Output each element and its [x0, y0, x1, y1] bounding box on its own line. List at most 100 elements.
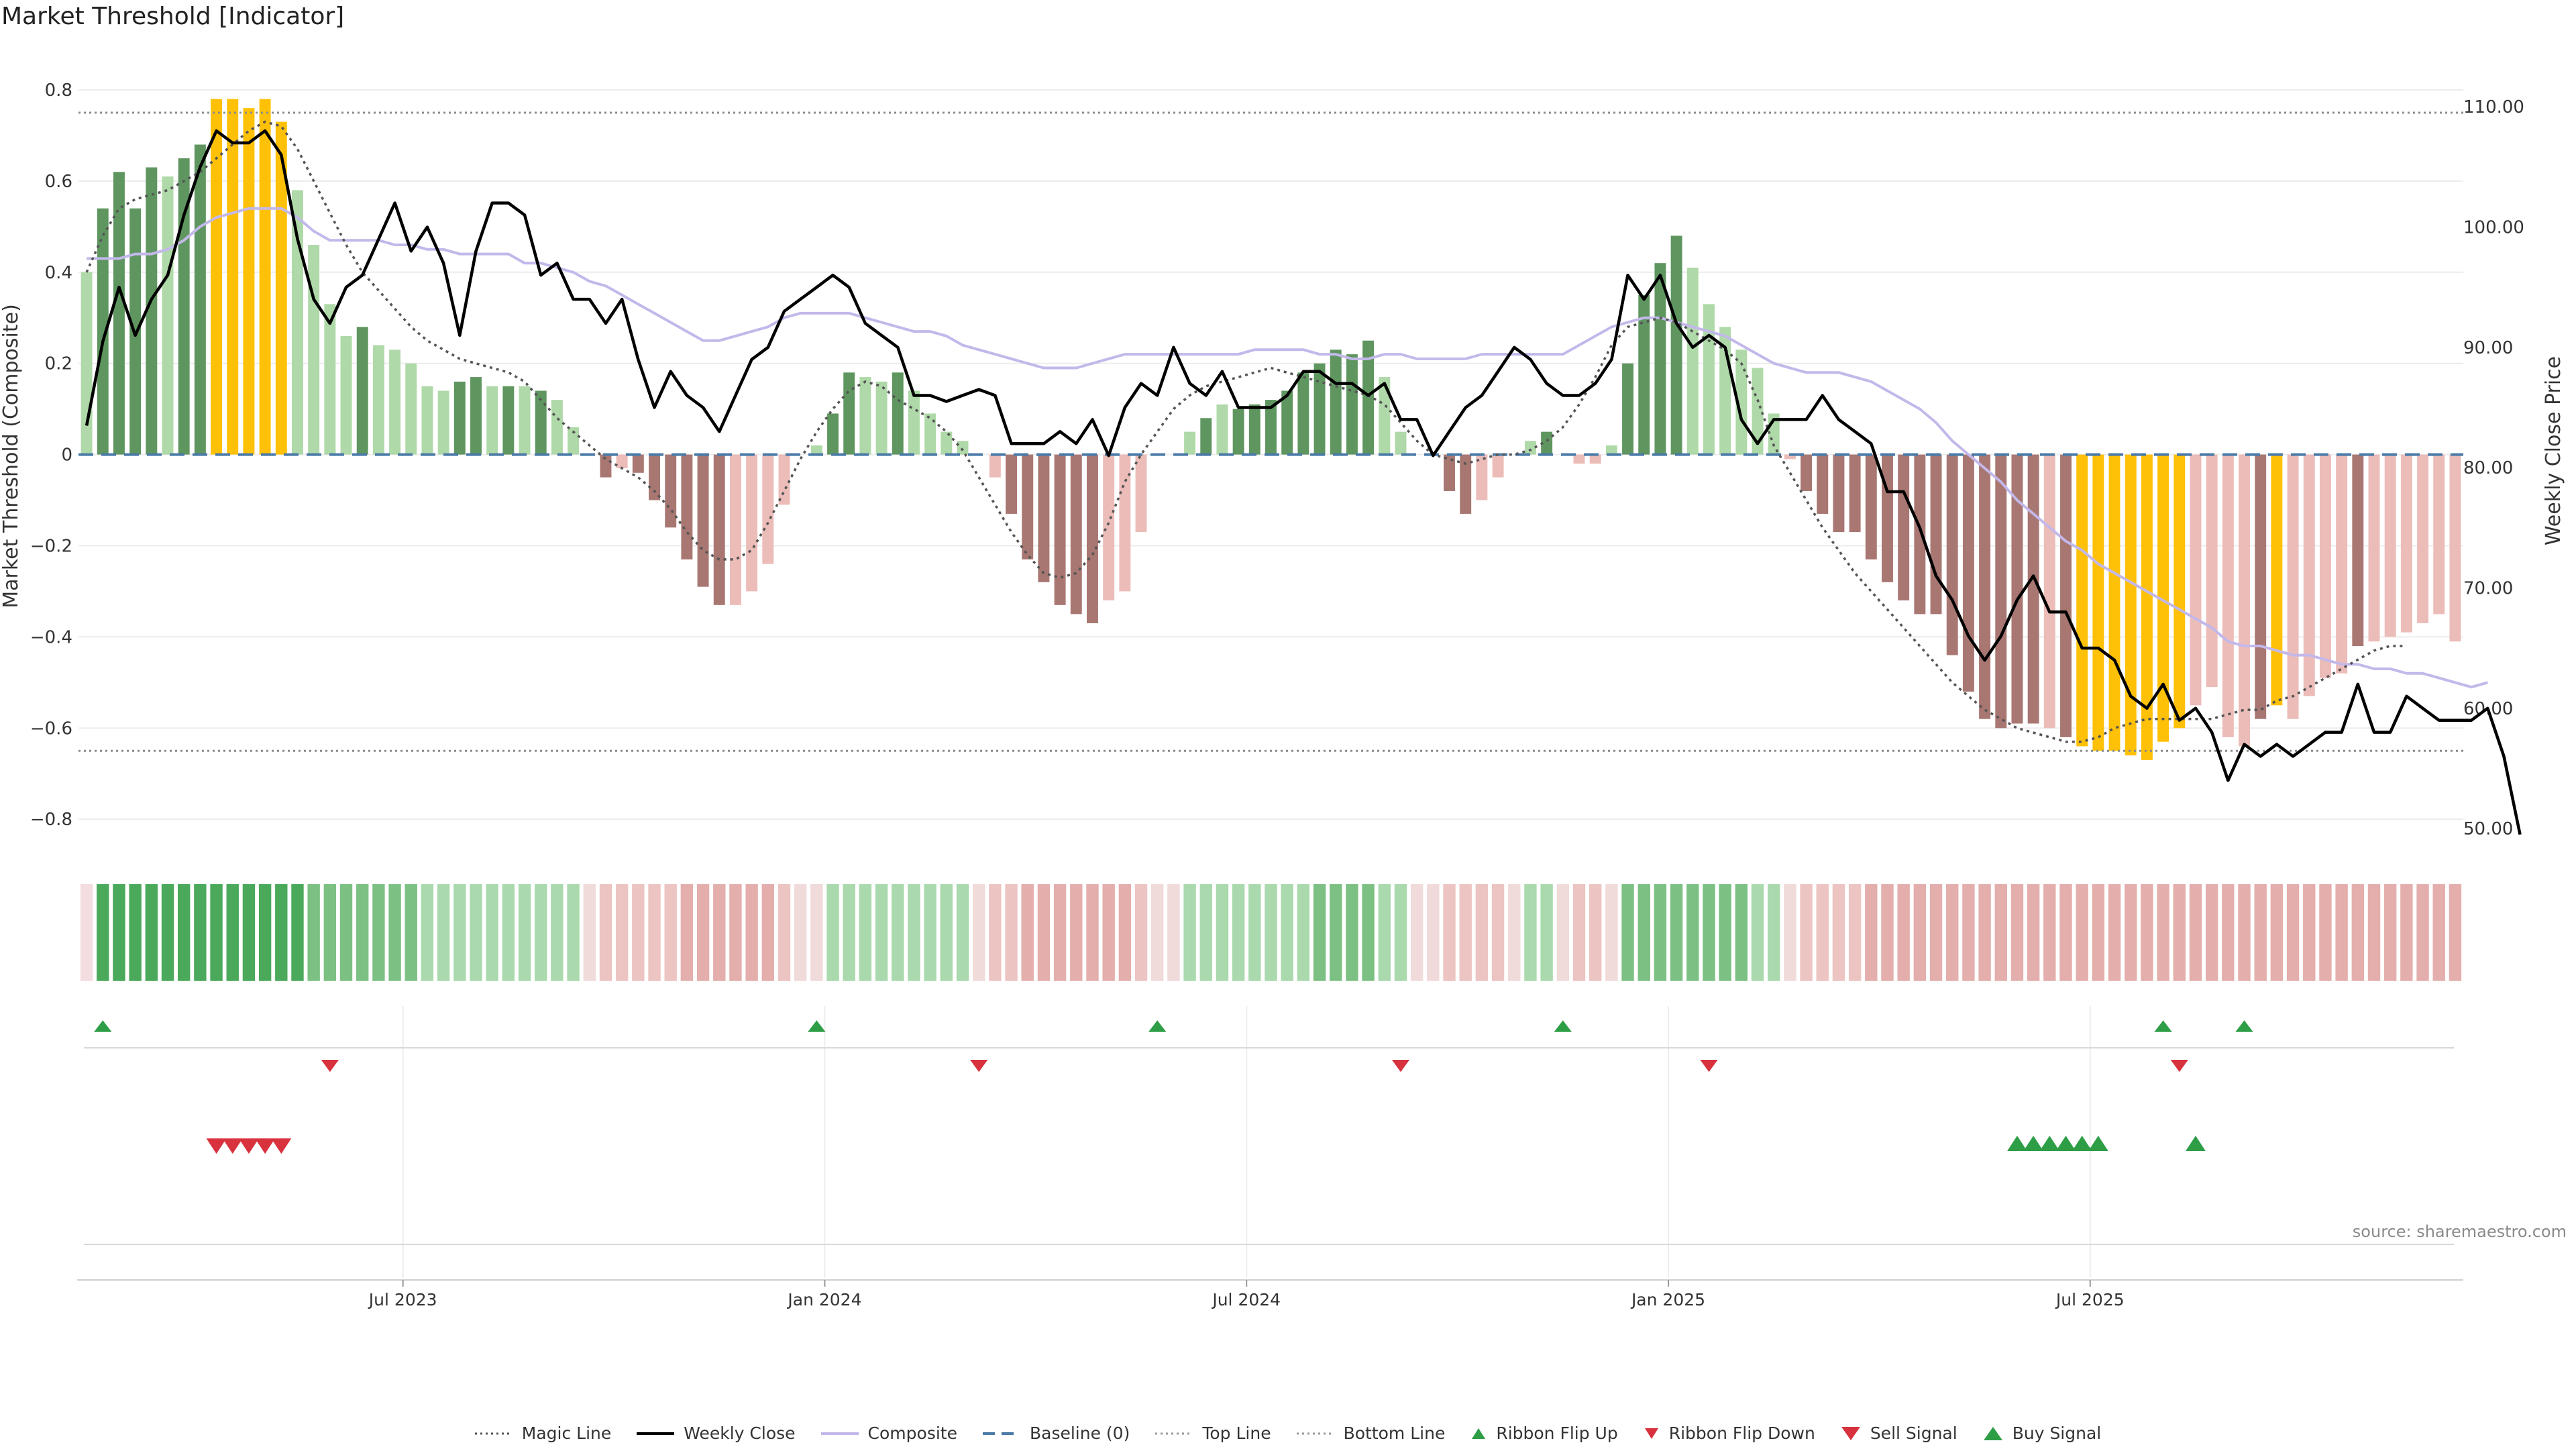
ribbon-cell [1394, 884, 1407, 981]
ribbon-cell [226, 884, 239, 981]
ribbon-flip-up-marker [1554, 1020, 1572, 1032]
ribbon-cell [1475, 884, 1489, 981]
composite-bar [227, 99, 239, 455]
composite-bar [389, 350, 401, 455]
ribbon-cell [2383, 884, 2397, 981]
y2-tick-label: 90.00 [2463, 338, 2513, 358]
ribbon-cell [2449, 884, 2462, 981]
ribbon-cell [113, 884, 125, 981]
composite-bar [1817, 454, 1829, 514]
ribbon-cell [2125, 884, 2137, 981]
composite-bar [1006, 454, 1018, 514]
ribbon-cell [859, 884, 872, 981]
ribbon-cell [1443, 884, 1456, 981]
ribbon-cell [615, 884, 629, 981]
ribbon-cell [2400, 884, 2413, 981]
composite-bar [146, 167, 158, 455]
composite-bar [729, 454, 741, 605]
composite-bar [1362, 340, 1375, 455]
ribbon-cell [405, 884, 417, 981]
ribbon-cell [2367, 884, 2381, 981]
ribbon-cell [1070, 884, 1083, 981]
composite-bar [1476, 454, 1488, 500]
dashed-line-icon [982, 1432, 1020, 1435]
legend-item-top-line: Top Line [1155, 1424, 1271, 1443]
composite-bar [713, 454, 725, 605]
composite-bar [1703, 304, 1715, 455]
sell-signal-marker [238, 1138, 259, 1154]
ribbon-cell [1994, 884, 2007, 981]
composite-bar [1654, 263, 1666, 455]
composite-bar [453, 381, 466, 455]
ribbon-cell [1816, 884, 1829, 981]
composite-bar [2319, 454, 2331, 678]
composite-bar [1833, 454, 1845, 533]
composite-bar [1589, 454, 1601, 464]
composite-bar [2384, 454, 2396, 637]
y2-tick-label: 110.00 [2463, 97, 2524, 117]
legend-label-top-line: Top Line [1202, 1424, 1271, 1443]
composite-bar [405, 363, 417, 455]
composite-bar [1979, 454, 1991, 719]
legend-item-magic-line: Magic Line [474, 1424, 612, 1443]
composite-bar [2417, 454, 2429, 624]
triangle-down-large-icon [1841, 1426, 1860, 1440]
composite-bar [2011, 454, 2023, 724]
ribbon-cell [210, 884, 223, 981]
ribbon-flip-down-marker [970, 1060, 988, 1072]
legend-label-bottom-line: Bottom Line [1343, 1424, 1446, 1443]
dotted-line-icon [1155, 1432, 1193, 1434]
composite-bar [519, 386, 531, 455]
ribbon-cell [2270, 884, 2284, 981]
ribbon-cell [2059, 884, 2072, 981]
ribbon-cell [1410, 884, 1424, 981]
composite-bar [551, 400, 563, 455]
chart-title: Market Threshold [Indicator] [1, 3, 345, 30]
legend-label-sell-signal: Sell Signal [1870, 1424, 1957, 1443]
composite-bar [1638, 294, 1650, 455]
ribbon-cell [129, 884, 142, 981]
sell-signal-marker [206, 1138, 227, 1154]
composite-bar [1670, 235, 1682, 455]
ribbon-cell [1670, 884, 1683, 981]
ribbon-cell [810, 884, 823, 981]
ribbon-cell [421, 884, 434, 981]
legend-item-bottom-line: Bottom Line [1296, 1424, 1446, 1443]
composite-bar [2303, 454, 2315, 696]
composite-bar [1492, 454, 1504, 478]
composite-bar [1313, 363, 1326, 455]
composite-bar [1849, 454, 1861, 533]
ribbon-cell [745, 884, 758, 981]
composite-bar [908, 390, 920, 455]
sell-signal-marker [271, 1138, 292, 1154]
composite-bar [1184, 431, 1196, 455]
composite-bar [649, 454, 660, 500]
composite-bar [1232, 409, 1244, 455]
ribbon-cell [1556, 884, 1569, 981]
x-tick-label: Jul 2025 [2055, 1290, 2125, 1309]
composite-bar [421, 386, 433, 455]
composite-bar [97, 208, 109, 455]
ribbon-cell [777, 884, 791, 981]
ribbon-cell [632, 884, 645, 981]
ribbon-flip-up-marker [94, 1020, 112, 1032]
composite-bar [211, 99, 223, 455]
ribbon-cell [388, 884, 401, 981]
dotted-line-icon [1296, 1432, 1334, 1434]
composite-bar [372, 345, 384, 455]
triangle-up-icon [1472, 1428, 1486, 1439]
ribbon-cell [794, 884, 807, 981]
composite-bar [843, 372, 855, 455]
composite-line [87, 207, 2488, 689]
composite-bar [292, 190, 303, 455]
y2-tick-label: 100.00 [2463, 217, 2524, 237]
composite-bar [2076, 454, 2088, 747]
y-tick-label: −0.2 [30, 537, 72, 557]
ribbon-cell [1005, 884, 1018, 981]
ribbon-cell [2157, 884, 2169, 981]
composite-bar [1119, 454, 1131, 592]
x-tick-label: Jan 2024 [786, 1290, 861, 1309]
y-tick-label: 0.6 [45, 172, 72, 192]
legend-label-magic-line: Magic Line [521, 1424, 612, 1443]
composite-bar [1541, 431, 1553, 455]
